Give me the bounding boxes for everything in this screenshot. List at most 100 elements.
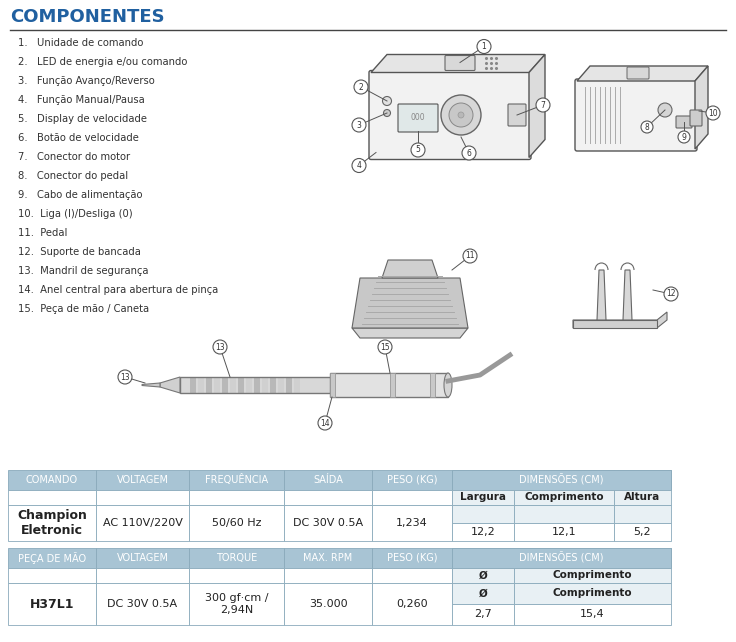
Circle shape [318,416,332,430]
Bar [8,490,96,505]
Circle shape [352,118,366,132]
Text: 15: 15 [381,342,390,352]
FancyBboxPatch shape [445,55,475,71]
Text: 5: 5 [416,146,420,155]
Text: 3.   Função Avanço/Reverso: 3. Função Avanço/Reverso [18,76,155,86]
Bar [284,548,372,568]
Bar [452,470,671,490]
Bar [96,548,189,568]
Text: 12,2: 12,2 [470,527,495,537]
Bar [514,548,671,568]
Circle shape [383,96,392,105]
Bar [8,583,96,625]
Text: 2,7: 2,7 [474,609,492,620]
Bar [372,568,452,583]
Bar [452,548,671,568]
Polygon shape [230,377,236,393]
Circle shape [378,340,392,354]
Polygon shape [180,377,420,393]
Text: 9: 9 [682,132,687,141]
Circle shape [213,340,227,354]
Text: 13: 13 [120,372,130,381]
Bar [452,490,514,505]
Bar [514,568,671,583]
Text: 35.000: 35.000 [308,599,347,609]
Bar [514,583,671,604]
Text: Comprimento: Comprimento [524,492,604,503]
Text: COMPONENTES: COMPONENTES [10,8,165,26]
Polygon shape [190,377,196,393]
Polygon shape [430,373,435,397]
Bar [372,548,452,568]
Text: Altura: Altura [624,492,661,503]
Text: Champion
Eletronic: Champion Eletronic [17,508,87,537]
Text: 300 gf·cm /
2,94N: 300 gf·cm / 2,94N [205,593,268,615]
Bar [452,568,514,583]
Text: 2: 2 [358,83,364,92]
Bar [614,490,671,505]
Text: 10.  Liga (I)/Desliga (0): 10. Liga (I)/Desliga (0) [18,209,132,219]
Polygon shape [206,377,212,393]
Polygon shape [214,377,220,393]
Text: 2.   LED de energia e/ou comando: 2. LED de energia e/ou comando [18,57,188,67]
Polygon shape [695,66,708,149]
Polygon shape [262,377,268,393]
Circle shape [477,40,491,53]
Polygon shape [198,377,204,393]
Polygon shape [330,373,448,397]
Text: COMANDO: COMANDO [26,475,78,485]
Circle shape [536,98,550,112]
Text: 13.  Mandril de segurança: 13. Mandril de segurança [18,266,149,276]
Text: 5.   Display de velocidade: 5. Display de velocidade [18,114,147,124]
Circle shape [352,159,366,173]
FancyBboxPatch shape [575,79,697,151]
Bar [372,490,452,505]
Polygon shape [294,377,300,393]
Bar [452,604,514,625]
Text: Ø: Ø [478,589,487,598]
Polygon shape [238,377,244,393]
Text: PESO (KG): PESO (KG) [386,553,437,563]
Polygon shape [142,383,160,387]
Circle shape [463,249,477,263]
Bar [8,505,96,541]
Bar [8,548,96,568]
Bar [514,604,671,625]
Polygon shape [573,312,667,328]
Bar [189,470,284,490]
Text: 000: 000 [411,114,425,123]
Bar [514,505,614,523]
FancyBboxPatch shape [676,116,692,128]
Text: 8: 8 [645,123,649,132]
Text: FREQUÊNCIA: FREQUÊNCIA [205,474,268,485]
Polygon shape [330,373,335,397]
Circle shape [354,80,368,94]
Circle shape [641,121,653,133]
Circle shape [458,112,464,118]
Bar [452,470,514,490]
Text: Comprimento: Comprimento [553,589,632,598]
Bar [614,470,671,490]
Text: 12: 12 [666,290,676,299]
Bar [189,490,284,505]
Text: 6.   Botão de velocidade: 6. Botão de velocidade [18,133,139,143]
Bar [514,523,614,541]
Circle shape [664,287,678,301]
Text: 3: 3 [356,121,361,130]
Bar [96,505,189,541]
Text: 5,2: 5,2 [634,527,651,537]
Polygon shape [371,55,545,73]
Text: VOLTAGEM: VOLTAGEM [116,475,169,485]
Text: 7.   Conector do motor: 7. Conector do motor [18,152,130,162]
FancyBboxPatch shape [398,104,438,132]
FancyBboxPatch shape [627,67,649,79]
Text: DIMENSÕES (CM): DIMENSÕES (CM) [520,474,604,486]
Circle shape [678,131,690,143]
Bar [8,568,96,583]
Circle shape [411,143,425,157]
Text: 4: 4 [356,161,361,170]
FancyBboxPatch shape [690,110,702,126]
Polygon shape [246,377,252,393]
Text: 1,234: 1,234 [396,518,428,528]
Polygon shape [577,66,708,81]
